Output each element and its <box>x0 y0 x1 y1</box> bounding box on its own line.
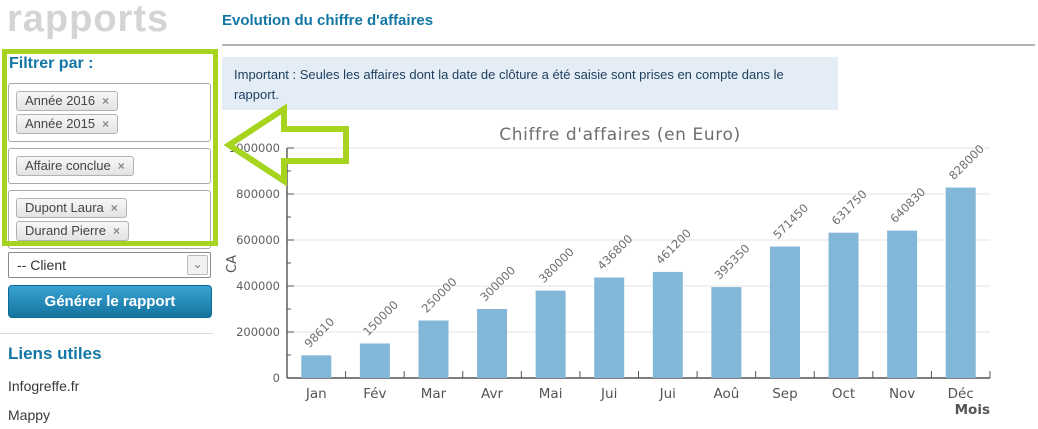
x-tick-label: Mai <box>539 386 563 402</box>
chart-bar <box>887 230 918 378</box>
bar-value-label: 436800 <box>594 232 635 273</box>
bar-value-label: 571450 <box>770 201 811 242</box>
filter-group-1: Affaire conclue × <box>8 148 211 184</box>
bar-value-label: 461200 <box>653 226 694 267</box>
remove-tag-icon[interactable]: × <box>110 201 118 215</box>
sidebar-divider <box>0 333 213 334</box>
filter-tag[interactable]: Année 2015 × <box>16 114 119 134</box>
chart-bar <box>359 343 390 378</box>
remove-tag-icon[interactable]: × <box>102 117 110 131</box>
revenue-bar-chart: Chiffre d'affaires (en Euro) 0 200000 40000… <box>222 112 1038 424</box>
bar-value-label: 300000 <box>477 263 518 304</box>
filter-tag-label: Durand Pierre <box>25 223 106 238</box>
generate-report-button[interactable]: Générer le rapport <box>8 285 212 318</box>
chart-bar <box>301 355 332 378</box>
y-axis-title: CA <box>225 255 240 273</box>
filter-group-2: Dupont Laura × Durand Pierre × <box>8 190 211 249</box>
chart-bar <box>769 246 800 378</box>
chart-bar <box>711 287 742 378</box>
filter-tag-label: Année 2016 <box>25 93 96 108</box>
x-tick-label: Jui <box>600 386 617 402</box>
x-tick-label: Jui <box>659 386 676 402</box>
y-tick-label: 400000 <box>236 279 280 293</box>
sidebar-link[interactable]: Infogreffe.fr <box>8 378 80 394</box>
important-notice: Important : Seules les affaires dont la … <box>222 57 838 110</box>
filter-tag[interactable]: Durand Pierre × <box>16 221 129 241</box>
bar-value-label: 640830 <box>887 185 928 226</box>
app-title: rapports <box>7 0 170 40</box>
filter-tag-label: Affaire conclue <box>25 158 111 173</box>
chart-bar <box>828 232 859 378</box>
y-tick-label: 200000 <box>236 325 280 339</box>
remove-tag-icon[interactable]: × <box>117 159 125 173</box>
filter-tag-label: Année 2015 <box>25 116 96 131</box>
chevron-down-icon: ⌄ <box>187 255 208 275</box>
x-tick-label: Aoû <box>713 386 739 402</box>
x-axis-title: Mois <box>955 402 990 418</box>
sidebar-link[interactable]: Mappy <box>8 407 51 423</box>
x-tick-label: Fév <box>363 386 386 402</box>
chart-title: Chiffre d'affaires (en Euro) <box>499 125 740 145</box>
x-tick-label: Déc <box>948 386 974 402</box>
filter-tag[interactable]: Affaire conclue × <box>16 156 134 176</box>
filter-tag[interactable]: Année 2016 × <box>16 91 119 111</box>
remove-tag-icon[interactable]: × <box>102 94 110 108</box>
chart-bar <box>535 290 566 378</box>
chart-bar <box>652 271 683 378</box>
chart-bar <box>418 320 449 378</box>
y-tick-label: 800000 <box>236 187 280 201</box>
remove-tag-icon[interactable]: × <box>112 224 120 238</box>
filter-groups: Année 2016 × Année 2015 × Affaire conclue × Du… <box>8 83 211 255</box>
bar-value-label: 380000 <box>536 245 577 286</box>
x-tick-label: Mar <box>421 386 447 402</box>
filter-group-0: Année 2016 × Année 2015 × <box>8 83 211 142</box>
y-tick-label: 0 <box>273 371 280 385</box>
chart-bar <box>945 187 976 378</box>
x-tick-label: Oct <box>832 386 855 402</box>
chart-bar <box>477 309 508 378</box>
filter-tag[interactable]: Dupont Laura × <box>16 198 127 218</box>
filter-heading: Filtrer par : <box>9 55 94 72</box>
x-tick-label: Nov <box>889 386 915 402</box>
links-heading: Liens utiles <box>8 344 102 363</box>
x-tick-label: Jan <box>305 386 327 402</box>
x-tick-label: Sep <box>772 386 797 402</box>
bar-value-label: 631750 <box>829 187 870 228</box>
bar-value-label: 250000 <box>419 275 460 316</box>
bar-value-label: 395350 <box>712 241 753 282</box>
useful-links-list: Infogreffe.fr Mappy <box>8 378 79 429</box>
client-select-value: -- Client <box>17 257 67 273</box>
bar-value-label: 98610 <box>302 315 338 351</box>
x-tick-label: Avr <box>481 386 503 402</box>
client-select[interactable]: -- Client ⌄ <box>8 252 211 278</box>
y-tick-label: 1000000 <box>229 141 280 155</box>
page-title: Evolution du chiffre d'affaires <box>222 12 434 29</box>
filter-tag-label: Dupont Laura <box>25 200 104 215</box>
chart-bar <box>594 277 625 378</box>
title-divider <box>222 44 1035 46</box>
y-tick-label: 600000 <box>236 233 280 247</box>
